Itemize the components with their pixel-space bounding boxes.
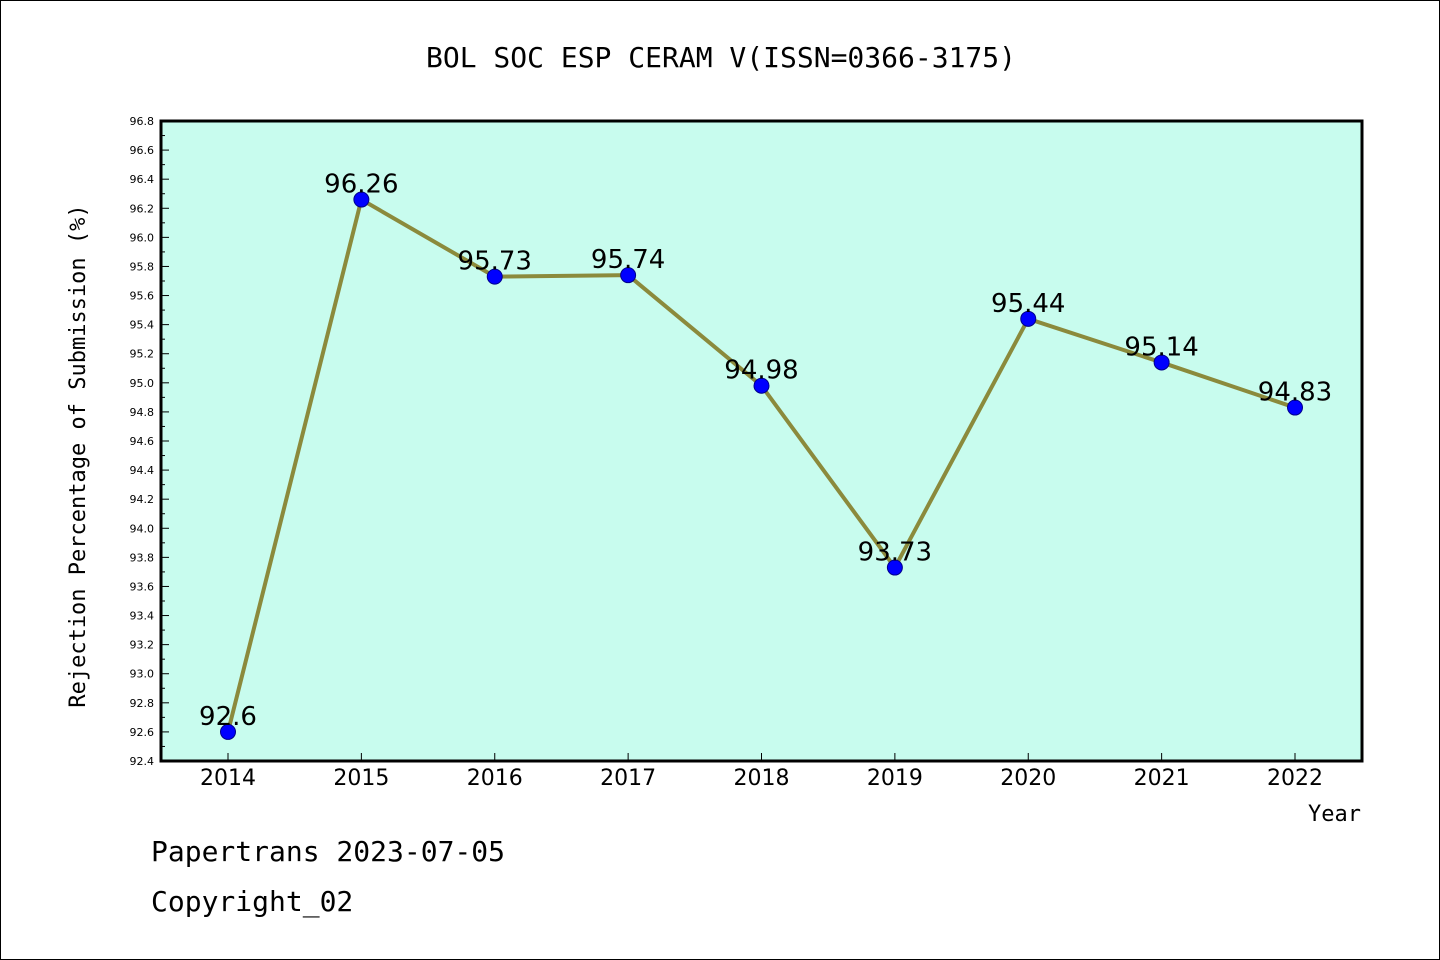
plot-area <box>161 121 1362 761</box>
data-point <box>753 377 770 394</box>
y-tick-label: 95.8 <box>130 260 155 273</box>
footer-copyright: Copyright_02 <box>151 885 354 918</box>
chart-title: BOL SOC ESP CERAM V(ISSN=0366-3175) <box>426 41 1016 74</box>
y-tick-label: 92.6 <box>130 726 155 739</box>
x-axis: 2014 2015 2016 2017 2018 2019 2020 2021 2022 <box>200 753 1323 791</box>
y-axis: 92.4 92.6 92.8 93.0 93.2 93.4 93.6 93.8 94.0 94.2… <box>130 115 169 768</box>
y-tick-label: 96.4 <box>130 173 155 186</box>
y-tick-label: 93.0 <box>130 668 155 681</box>
y-tick-label: 95.0 <box>130 377 155 390</box>
x-axis-title: Year <box>1308 802 1361 827</box>
y-tick-label: 96.2 <box>130 202 155 215</box>
series-markers <box>220 191 1303 740</box>
data-point <box>620 267 637 284</box>
y-tick-label: 93.8 <box>130 551 155 564</box>
data-point <box>886 559 903 576</box>
data-label: 94.98 <box>724 356 798 386</box>
y-tick-label: 94.2 <box>130 493 155 506</box>
y-tick-label: 93.4 <box>130 610 155 623</box>
plot-border <box>159 119 1364 763</box>
x-tick-label: 2020 <box>1000 766 1056 791</box>
y-tick-label: 93.6 <box>130 580 155 593</box>
y-tick-label: 93.2 <box>130 639 155 652</box>
x-tick-label: 2015 <box>333 766 389 791</box>
data-label: 95.44 <box>991 289 1065 319</box>
y-tick-label: 94.6 <box>130 435 155 448</box>
x-tick-label: 2021 <box>1134 766 1190 791</box>
footer-date: Papertrans 2023-07-05 <box>151 835 506 868</box>
y-tick-label: 94.4 <box>130 464 155 477</box>
y-tick-label: 92.8 <box>130 697 155 710</box>
data-point <box>1287 399 1303 416</box>
y-tick-label: 95.6 <box>130 290 155 303</box>
data-label: 95.14 <box>1124 332 1198 362</box>
y-tick-label: 96.0 <box>130 231 155 244</box>
y-tick-label: 96.6 <box>130 144 155 157</box>
x-tick-label: 2017 <box>600 766 656 791</box>
data-point <box>1153 354 1170 371</box>
data-label: 92.6 <box>199 702 257 732</box>
data-point <box>220 723 236 740</box>
y-tick-label: 92.4 <box>130 755 155 768</box>
data-label: 95.74 <box>591 245 665 275</box>
data-label: 93.73 <box>858 538 932 568</box>
data-point <box>353 191 370 208</box>
x-tick-label: 2014 <box>200 766 256 791</box>
data-point <box>1020 310 1037 327</box>
x-tick-label: 2018 <box>734 766 790 791</box>
y-tick-label: 95.4 <box>130 319 155 332</box>
x-tick-label: 2016 <box>467 766 523 791</box>
y-axis-title: Rejection Percentage of Submission (%) <box>66 204 91 707</box>
y-tick-label: 96.8 <box>130 115 155 128</box>
data-label: 95.73 <box>458 247 532 277</box>
y-tick-label: 94.0 <box>130 522 155 535</box>
data-labels: 92.6 96.26 95.73 95.74 94.98 93.73 95.44 95.14 9… <box>199 170 1332 732</box>
data-point <box>486 268 503 285</box>
data-label: 94.83 <box>1258 378 1332 408</box>
x-tick-label: 2022 <box>1267 766 1323 791</box>
x-tick-label: 2019 <box>867 766 923 791</box>
y-tick-label: 95.2 <box>130 348 155 361</box>
y-tick-label: 94.8 <box>130 406 155 419</box>
data-label: 96.26 <box>324 170 398 200</box>
